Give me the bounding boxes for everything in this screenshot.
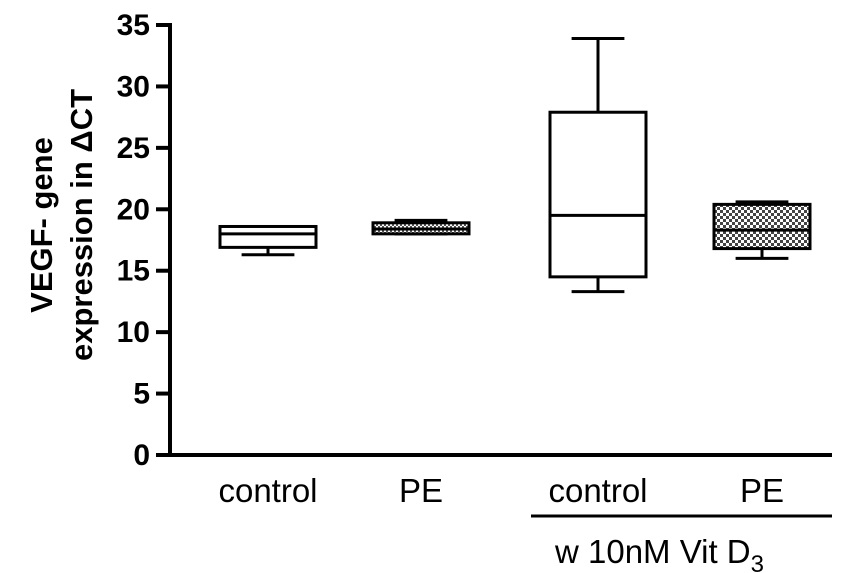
x-category-label: PE: [740, 472, 784, 509]
box-iqr: [548, 110, 648, 279]
y-tick-label: 15: [117, 255, 150, 288]
boxes: [218, 37, 812, 294]
y-axis-title-line2: expression in ΔCT: [64, 89, 99, 361]
group-annotation-text: w 10nM Vit D: [554, 533, 751, 570]
box-2: [371, 218, 471, 236]
box-iqr: [712, 202, 812, 251]
y-tick-label: 30: [117, 70, 150, 103]
group-annotation: w 10nM Vit D3: [531, 514, 832, 573]
y-tick-label: 0: [133, 439, 150, 472]
box-3: [548, 37, 648, 294]
y-tick-label: 10: [117, 316, 150, 349]
y-tick-label: 25: [117, 132, 150, 165]
y-tick-label: 5: [133, 378, 150, 411]
y-axis-title-line1: VEGF- gene: [24, 137, 59, 313]
box-4: [712, 200, 812, 260]
axes: [168, 23, 832, 457]
group-annotation-subscript: 3: [751, 551, 764, 573]
x-category-label: control: [548, 472, 647, 509]
x-labels: control PE control PE: [218, 472, 784, 509]
group-annotation-label: w 10nM Vit D3: [554, 533, 764, 573]
x-category-label: control: [218, 472, 317, 509]
y-ticks: 0 5 10 15 20 25 30 35: [117, 9, 170, 472]
x-category-label: PE: [399, 472, 443, 509]
box-iqr: [218, 224, 318, 249]
y-axis-title: VEGF- gene expression in ΔCT: [24, 89, 99, 361]
box-1: [218, 224, 318, 257]
y-tick-label: 20: [117, 193, 150, 226]
y-tick-label: 35: [117, 9, 150, 42]
